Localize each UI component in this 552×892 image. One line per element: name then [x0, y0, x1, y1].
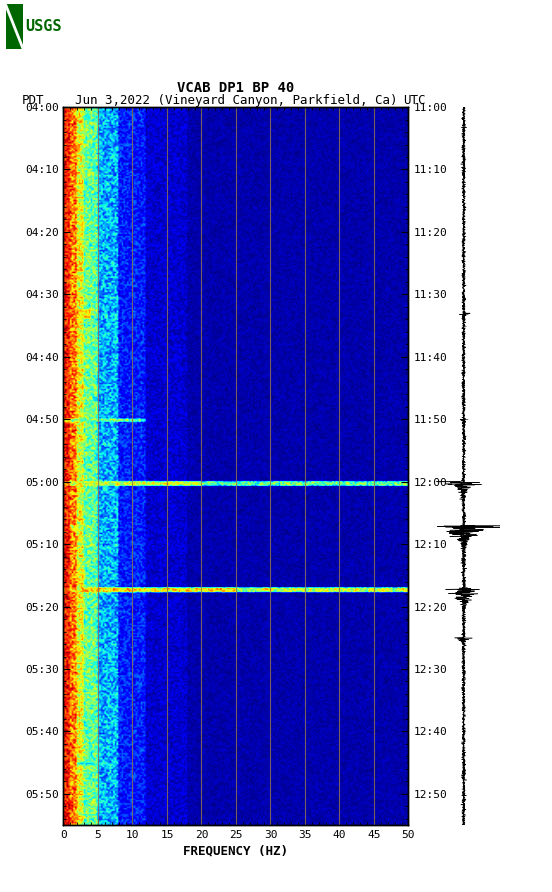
Text: VCAB DP1 BP 40: VCAB DP1 BP 40 — [177, 81, 295, 95]
Text: UTC: UTC — [403, 94, 426, 107]
Text: PDT: PDT — [22, 94, 45, 107]
X-axis label: FREQUENCY (HZ): FREQUENCY (HZ) — [183, 844, 289, 857]
Text: USGS: USGS — [25, 20, 62, 34]
Text: Jun 3,2022 (Vineyard Canyon, Parkfield, Ca): Jun 3,2022 (Vineyard Canyon, Parkfield, … — [75, 94, 397, 107]
FancyBboxPatch shape — [6, 4, 23, 49]
